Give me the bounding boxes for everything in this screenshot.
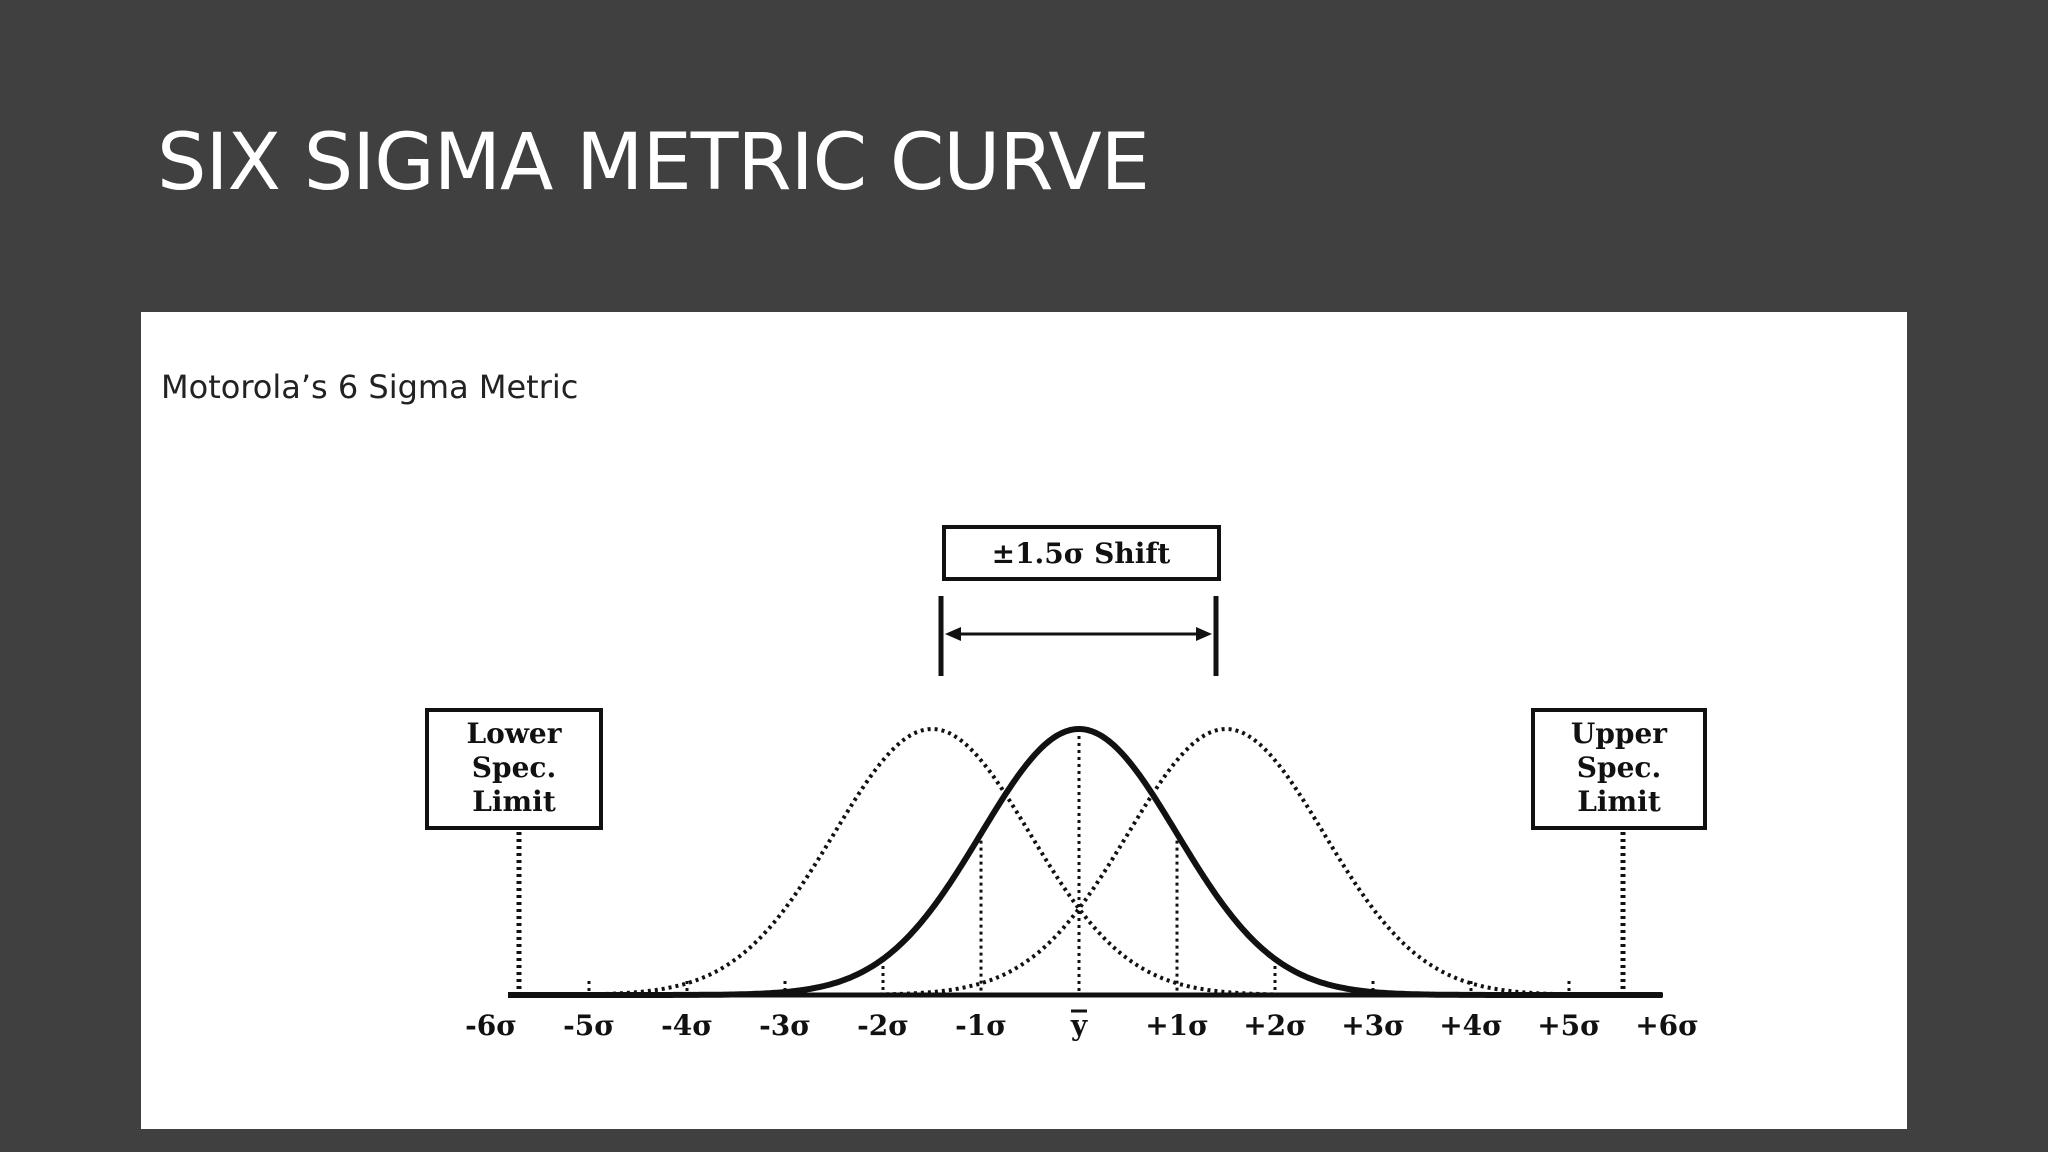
slide-title: SIX SIGMA METRIC CURVE [157, 118, 1150, 208]
shift-arrow-head-left [945, 627, 961, 641]
figure-panel: Motorola’s 6 Sigma Metric ±1.5σ Shift Lo… [141, 312, 1907, 1129]
shift-label-box [942, 525, 1221, 581]
axis-tick-label-7: +1σ [1145, 1009, 1209, 1042]
upper-spec-limit-line-3: Limit [1577, 785, 1661, 818]
lower-spec-limit-line-2: Spec. [472, 751, 556, 784]
axis-tick-label-1: -5σ [563, 1009, 615, 1042]
upper-spec-limit-line-1: Upper [1571, 717, 1668, 750]
axis-tick-label-10: +4σ [1439, 1009, 1503, 1042]
shift-arrow-head-right [1196, 627, 1212, 641]
axis-tick-label-6: y [1070, 1009, 1088, 1042]
axis-tick-label-11: +5σ [1537, 1009, 1601, 1042]
axis-tick-label-0: -6σ [465, 1009, 517, 1042]
centered-curve [508, 726, 1662, 998]
axis-tick-label-8: +2σ [1243, 1009, 1307, 1042]
sigma-diagram: ±1.5σ Shift Lower Spec. Limit Upper Spec… [425, 525, 1707, 1042]
axis-tick-label-3: -3σ [759, 1009, 811, 1042]
axis-tick-label-12: +6σ [1635, 1009, 1699, 1042]
shift-label: ±1.5σ Shift [992, 537, 1171, 570]
shifted-curve-right [508, 726, 1662, 997]
upper-spec-limit-line-2: Spec. [1577, 751, 1661, 784]
shifted-curve-left [508, 726, 1662, 997]
lower-spec-limit-line-3: Limit [472, 785, 556, 818]
axis-tick-label-4: -2σ [857, 1009, 909, 1042]
lower-spec-limit-line-1: Lower [466, 717, 562, 750]
axis-tick-label-9: +3σ [1341, 1009, 1405, 1042]
axis-tick-label-2: -4σ [661, 1009, 713, 1042]
axis-tick-label-5: -1σ [955, 1009, 1007, 1042]
figure-caption: Motorola’s 6 Sigma Metric [161, 368, 579, 406]
upper-spec-limit-box [1531, 708, 1707, 830]
lower-spec-limit-box [425, 708, 603, 830]
